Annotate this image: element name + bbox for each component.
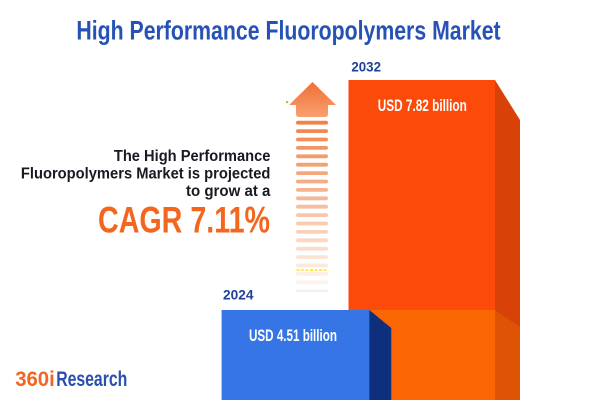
- svg-text:CAGR 7.11%: CAGR 7.11%: [98, 200, 270, 241]
- svg-text:2024: 2024: [223, 287, 254, 302]
- svg-text:USD 4.51 billion: USD 4.51 billion: [249, 326, 337, 345]
- svg-text:USD 7.82 billion: USD 7.82 billion: [378, 96, 467, 115]
- svg-text:Fluoropolymers Market is proje: Fluoropolymers Market is projected: [21, 166, 271, 183]
- svg-text:to grow at a: to grow at a: [186, 183, 271, 200]
- svg-text:The High Performance: The High Performance: [114, 148, 271, 165]
- svg-text:High Performance Fluoropolymer: High Performance Fluoropolymers Market: [76, 16, 500, 46]
- svg-text:2032: 2032: [351, 60, 381, 75]
- svg-text:360iResearch: 360iResearch: [15, 367, 127, 391]
